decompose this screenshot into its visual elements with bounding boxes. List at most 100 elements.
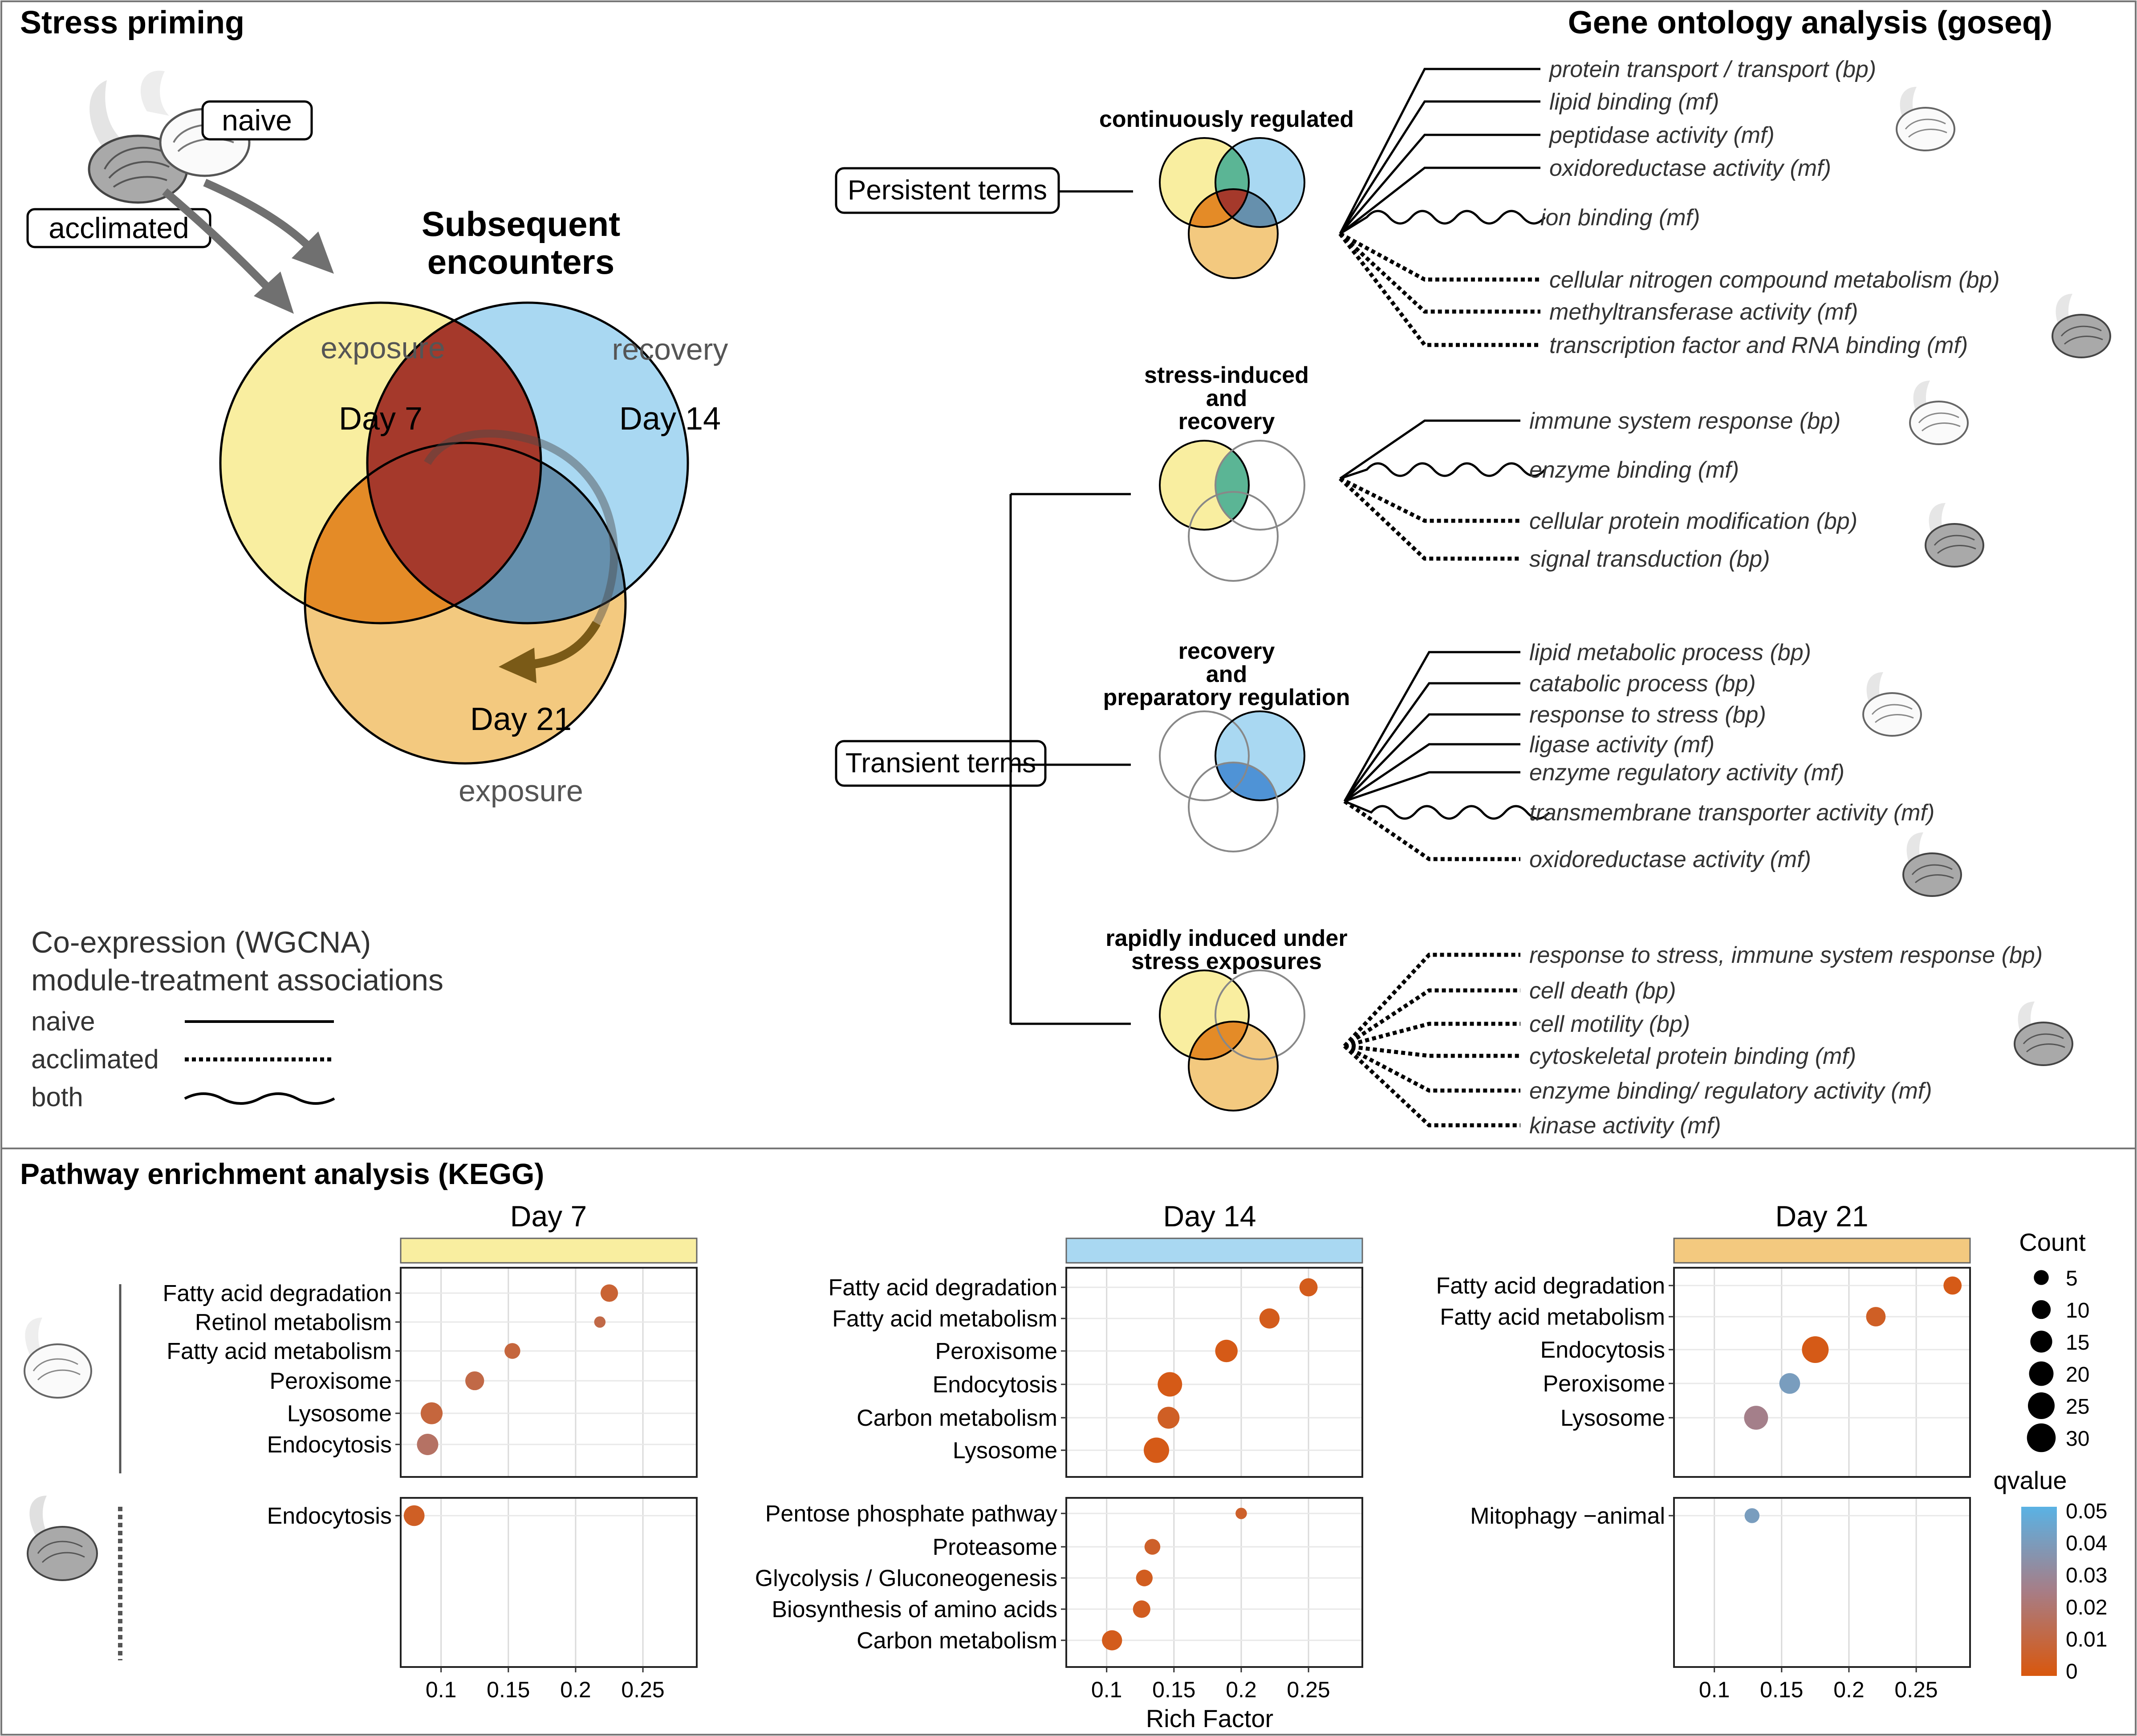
kegg-x-tick-label: 0.15 — [1152, 1677, 1195, 1702]
count-legend-value: 15 — [2066, 1331, 2089, 1355]
kegg-point — [1158, 1372, 1182, 1397]
kegg-pathway-label: Endocytosis — [267, 1432, 392, 1458]
kegg-point — [1802, 1336, 1829, 1363]
kegg-facet-title: Day 14 — [1163, 1200, 1256, 1233]
go-mini-venn — [1159, 137, 1305, 279]
kegg-point — [1144, 1437, 1170, 1463]
transient-terms-box: Transient terms — [835, 740, 1047, 787]
kegg-point — [1299, 1278, 1318, 1297]
go-group-heading: stress-induced — [1144, 362, 1309, 388]
count-legend-value: 30 — [2066, 1427, 2089, 1451]
count-legend-dot — [2027, 1423, 2056, 1452]
kegg-pathway-label: Fatty acid degradation — [828, 1275, 1057, 1301]
wgcna-legend-acclimated: acclimated — [31, 1044, 159, 1074]
qvalue-legend-tick: 0.04 — [2066, 1532, 2107, 1555]
kegg-panel-frame — [400, 1267, 698, 1478]
wgcna-legend-both: both — [31, 1082, 83, 1112]
kegg-point — [504, 1343, 520, 1359]
go-term: ligase activity (mf) — [1529, 732, 1714, 758]
kegg-point — [1158, 1407, 1180, 1429]
kegg-pathway-label: Fatty acid metabolism — [167, 1339, 392, 1364]
go-term: oxidoreductase activity (mf) — [1549, 155, 1831, 181]
kegg-plot-day21-naive: Day 21 Fatty acid degradation Fatty acid m… — [1436, 1200, 1971, 1478]
kegg-point — [1866, 1307, 1886, 1326]
go-term: enzyme regulatory activity (mf) — [1529, 760, 1844, 786]
go-term: response to stress (bp) — [1529, 702, 1766, 728]
venn-day21-label: Day 21 — [470, 702, 572, 737]
kegg-facet-title: Day 21 — [1775, 1200, 1868, 1233]
legend-wavy-line — [184, 1092, 335, 1105]
kegg-pathway-label: Fatty acid degradation — [163, 1281, 392, 1306]
go-branch-line — [1343, 988, 1520, 1048]
kegg-pathway-label: Endocytosis — [1540, 1337, 1665, 1363]
go-branch-line — [1344, 1022, 1520, 1048]
go-group-heading: rapidly induced under — [1105, 925, 1347, 951]
go-branch-line — [1339, 419, 1520, 480]
kegg-charts: Day 7 Fatty acid degradation Retinol metab… — [163, 1200, 1971, 1702]
go-term: kinase activity (mf) — [1529, 1113, 1721, 1139]
kegg-pathway-label: Lysosome — [287, 1401, 392, 1427]
naive-label-box: naive — [201, 100, 313, 141]
kegg-naive-oyster-icon — [24, 1318, 92, 1399]
kegg-facet-strip — [1065, 1237, 1363, 1264]
kegg-point — [1744, 1508, 1760, 1523]
go-branch-line — [1338, 232, 1540, 314]
kegg-xlabel: Rich Factor — [1146, 1704, 1273, 1732]
kegg-point — [403, 1505, 425, 1526]
go-term: protein transport / transport (bp) — [1548, 57, 1876, 82]
kegg-pathway-label: Peroxisome — [1543, 1371, 1665, 1397]
kegg-plot-day14-naive: Day 14 Fatty acid degradation Fatty acid m… — [828, 1200, 1363, 1478]
subsequent-encounters-line1: Subsequent — [422, 204, 620, 243]
go-branch-line — [1339, 232, 1540, 282]
go-term: cellular protein modification (bp) — [1529, 508, 1857, 534]
kegg-panel-frame — [1065, 1497, 1363, 1668]
venn-day7-label: Day 7 — [339, 401, 423, 437]
count-legend-dot — [2031, 1300, 2051, 1319]
count-legend-value: 25 — [2066, 1395, 2089, 1419]
go-term: enzyme binding/ regulatory activity (mf) — [1529, 1078, 1932, 1104]
go-term: methyltransferase activity (mf) — [1549, 299, 1858, 325]
kegg-point — [1133, 1600, 1150, 1618]
go-term: cell motility (bp) — [1529, 1011, 1690, 1037]
qvalue-legend-tick: 0 — [2066, 1660, 2078, 1683]
go-branch-line — [1339, 100, 1540, 235]
go-branch-line — [1344, 743, 1520, 803]
kegg-point — [465, 1371, 484, 1391]
kegg-pathway-label: Fatty acid metabolism — [832, 1306, 1057, 1332]
kegg-x-tick-label: 0.25 — [1287, 1677, 1330, 1702]
kegg-point — [1136, 1570, 1153, 1586]
go-group-heading: preparatory regulation — [1103, 685, 1350, 710]
go-term: enzyme binding (mf) — [1529, 457, 1739, 483]
qvalue-colorbar — [2021, 1507, 2057, 1676]
go-term: immune system response (bp) — [1529, 408, 1840, 434]
qvalue-legend-title: qvalue — [1993, 1466, 2067, 1494]
kegg-plot-day21-acclimated: Mitophagy −animal 0.1 0.15 0.2 0.25 — [1470, 1497, 1971, 1702]
go-branch-line — [1343, 953, 1520, 1048]
go-group-heading: and — [1206, 385, 1247, 411]
kegg-x-tick-label: 0.15 — [487, 1677, 530, 1702]
acclimated-label: acclimated — [49, 211, 189, 244]
go-term: cytoskeletal protein binding (mf) — [1529, 1043, 1856, 1069]
go-term: lipid binding (mf) — [1549, 89, 1719, 115]
persistent-terms-box: Persistent terms — [835, 167, 1060, 214]
go-group-heading: continuously regulated — [1099, 106, 1354, 132]
go-term: cellular nitrogen compound metabolism (b… — [1549, 267, 2000, 293]
go-title: Gene ontology analysis (goseq) — [1568, 5, 2052, 41]
go-group-heading: and — [1206, 661, 1247, 687]
go-branch-line — [1344, 771, 1520, 803]
venn-day14-phase: recovery — [612, 333, 728, 366]
go-branch-line — [1339, 68, 1540, 235]
go-branch-line — [1338, 232, 1540, 347]
kegg-pathway-label: Proteasome — [933, 1534, 1057, 1560]
kegg-point — [1259, 1308, 1280, 1329]
qvalue-legend-tick: 0.05 — [2066, 1500, 2107, 1523]
kegg-pathway-label: Fatty acid metabolism — [1440, 1304, 1665, 1330]
go-branch-line — [1344, 713, 1520, 802]
acclimated-label-box: acclimated — [26, 208, 211, 248]
kegg-x-tick-label: 0.25 — [1894, 1677, 1938, 1702]
go-term: catabolic process (bp) — [1529, 671, 1756, 697]
